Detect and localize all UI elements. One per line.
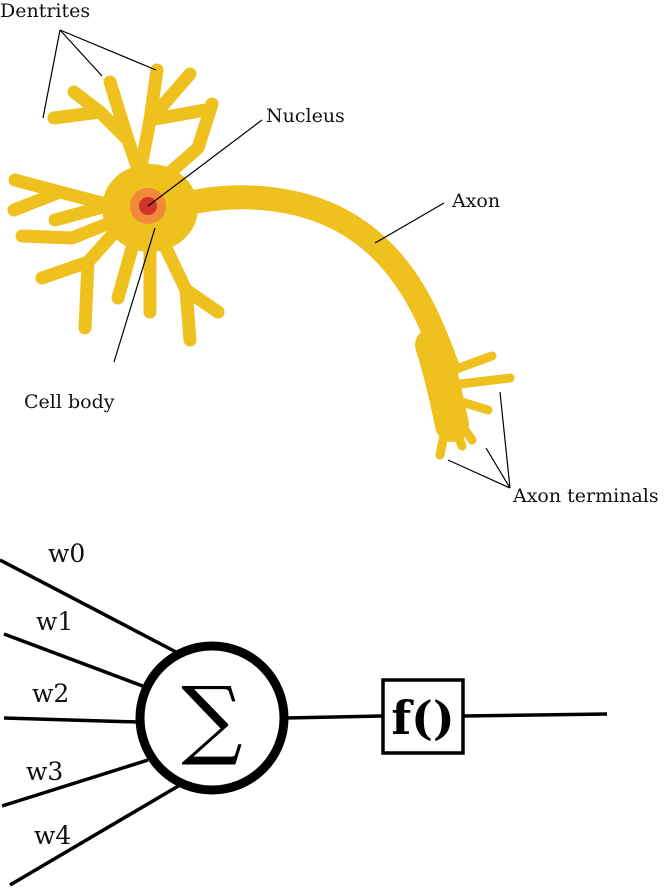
leader-lines xyxy=(42,29,511,489)
input-line-3 xyxy=(1,758,149,808)
weight-label-w1: w1 xyxy=(36,607,73,636)
dendrites-shape xyxy=(7,63,225,347)
weight-label-w4: w4 xyxy=(34,821,71,850)
label-axon-terminals: Axon terminals xyxy=(512,485,659,507)
input-line-1 xyxy=(3,632,149,690)
activation-box xyxy=(381,678,465,755)
summation-symbol: ∑ xyxy=(181,669,242,769)
label-cell-body: Cell body xyxy=(24,391,115,413)
label-dentrites: Dentrites xyxy=(0,0,90,22)
label-nucleus: Nucleus xyxy=(266,105,345,127)
sum-to-activation-line xyxy=(285,714,384,720)
axon-terminals-shape xyxy=(435,351,515,460)
perceptron-inputs xyxy=(0,558,181,887)
label-axon: Axon xyxy=(451,190,500,212)
activation-label: f() xyxy=(391,691,454,745)
input-line-4 xyxy=(9,783,181,887)
summation-node xyxy=(135,641,289,795)
axon-shape xyxy=(168,185,460,380)
weight-label-w3: w3 xyxy=(26,757,63,786)
weight-label-w2: w2 xyxy=(32,679,69,708)
input-line-0 xyxy=(0,558,177,654)
input-line-2 xyxy=(3,716,139,724)
output-line xyxy=(462,712,608,718)
neuron-illustration xyxy=(7,63,515,460)
weight-label-w0: w0 xyxy=(48,539,85,568)
